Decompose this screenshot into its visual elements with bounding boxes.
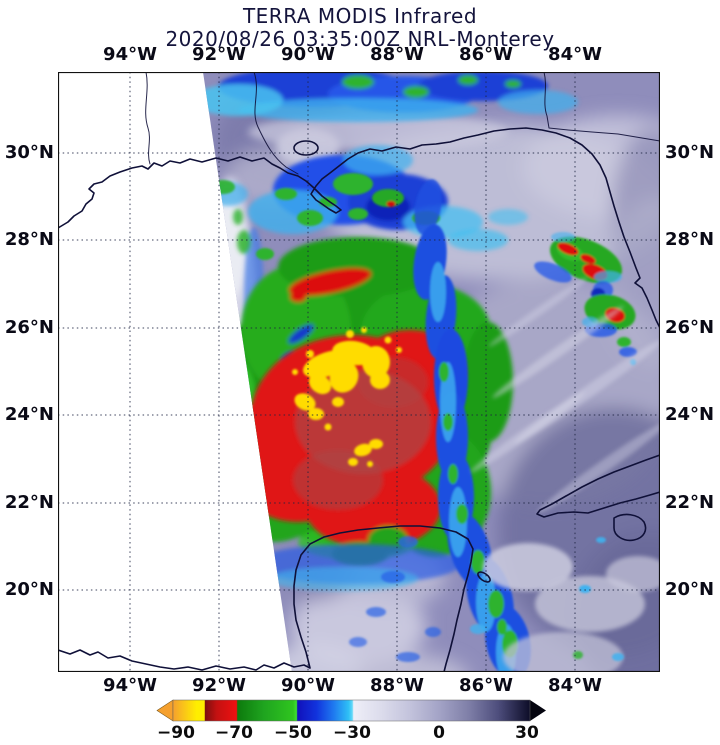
axis-label-left: 26°N	[4, 317, 54, 338]
axis-label-left: 20°N	[4, 579, 54, 600]
axis-label-bottom: 84°W	[548, 675, 602, 696]
florida-storm-cells	[534, 232, 637, 365]
axis-label-right: 30°N	[665, 142, 715, 163]
colorbar-gradient	[156, 699, 546, 722]
page-title: TERRA MODIS Infrared	[242, 4, 478, 28]
axis-label-bottom: 86°W	[459, 675, 513, 696]
cozumel-island	[477, 571, 491, 583]
mississippi-river	[253, 72, 299, 175]
coastlines	[58, 72, 660, 672]
axis-label-top: 92°W	[192, 44, 246, 65]
axis-label-bottom: 92°W	[192, 675, 246, 696]
page-subtitle: 2020/08/26 03:35:00Z NRL-Monterey	[165, 27, 555, 51]
axis-label-top: 94°W	[103, 44, 157, 65]
state-border	[543, 72, 660, 142]
axis-label-right: 22°N	[665, 492, 715, 513]
axis-label-top: 84°W	[548, 44, 602, 65]
colorbar-tick: −30	[333, 723, 371, 743]
top-cold-band	[203, 72, 578, 122]
axis-label-right: 20°N	[665, 579, 715, 600]
axis-label-bottom: 90°W	[281, 675, 335, 696]
axis-label-left: 22°N	[4, 492, 54, 513]
axis-label-top: 90°W	[281, 44, 335, 65]
colorbar	[156, 699, 546, 722]
axis-label-left: 30°N	[4, 142, 54, 163]
satellite-map	[58, 72, 660, 672]
axis-label-left: 28°N	[4, 229, 54, 250]
colorbar-tick: −90	[157, 723, 195, 743]
gulf-coastline	[58, 127, 660, 329]
axis-label-top: 88°W	[370, 44, 424, 65]
axis-label-bottom: 94°W	[103, 675, 157, 696]
axis-label-right: 26°N	[665, 317, 715, 338]
axis-label-right: 28°N	[665, 229, 715, 250]
colorbar-tick: 30	[515, 723, 539, 743]
mexico-yucatan-coastline	[58, 525, 474, 672]
colorbar-tick: 0	[433, 723, 445, 743]
sabine-river	[145, 72, 151, 165]
isle-of-youth	[613, 513, 647, 542]
colorbar-tick: −50	[274, 723, 312, 743]
colorbar-tick: −70	[215, 723, 253, 743]
axis-label-top: 86°W	[459, 44, 513, 65]
cuba-coastline	[536, 454, 660, 518]
axis-label-left: 24°N	[4, 404, 54, 425]
axis-label-bottom: 88°W	[370, 675, 424, 696]
hurricane-cold-core	[292, 327, 402, 467]
axis-label-right: 24°N	[665, 404, 715, 425]
lake-pontchartrain	[293, 140, 319, 156]
satellite-imagery	[203, 72, 660, 672]
map-border	[58, 72, 660, 672]
gridlines	[58, 72, 660, 672]
